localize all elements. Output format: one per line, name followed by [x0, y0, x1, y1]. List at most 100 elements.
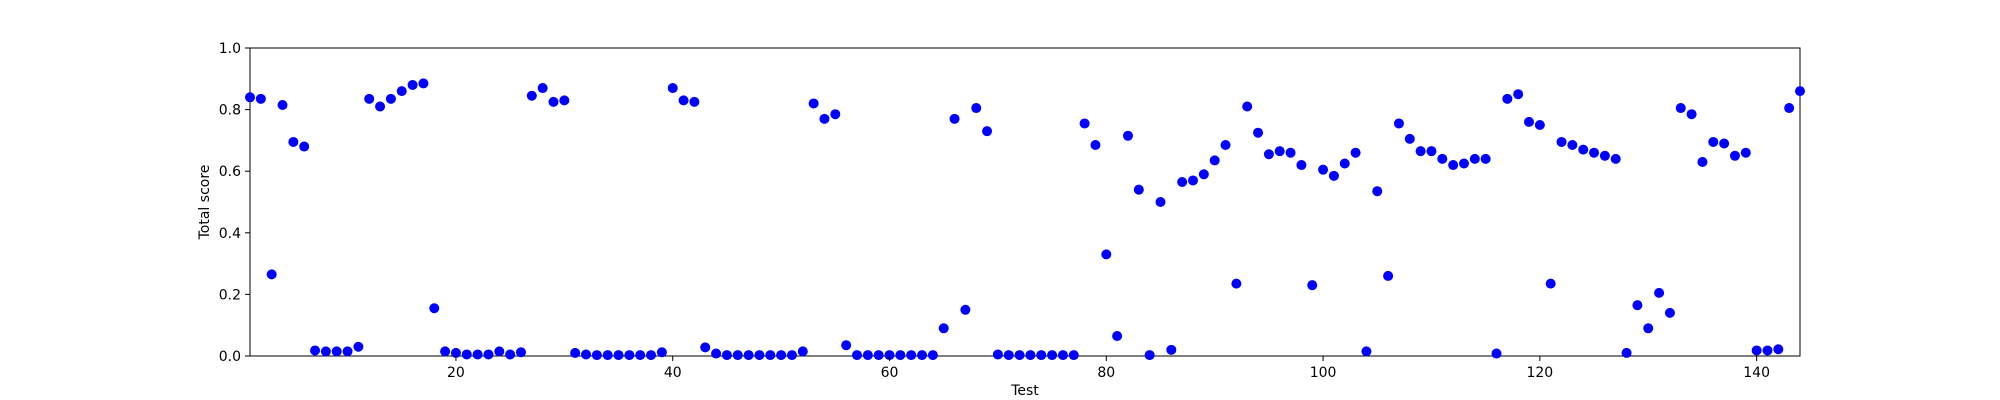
data-point: [505, 349, 516, 360]
data-point: [1740, 147, 1751, 158]
data-point: [1729, 150, 1740, 161]
x-tick-label: 20: [447, 365, 465, 381]
data-point: [1621, 347, 1632, 358]
data-point: [949, 113, 960, 124]
data-point: [938, 323, 949, 334]
data-point: [895, 350, 906, 361]
data-point: [1719, 138, 1730, 149]
data-point: [1025, 350, 1036, 361]
data-point: [624, 350, 635, 361]
data-point: [266, 269, 277, 280]
data-point: [754, 350, 765, 361]
data-point: [1567, 140, 1578, 151]
data-point: [1036, 350, 1047, 361]
data-point: [678, 95, 689, 106]
data-point: [765, 350, 776, 361]
data-point: [1068, 350, 1079, 361]
data-point: [1133, 184, 1144, 195]
x-tick-label: 100: [1310, 365, 1337, 381]
data-point: [255, 93, 266, 104]
data-point: [646, 350, 657, 361]
data-point: [1274, 146, 1285, 157]
data-points: [245, 78, 1805, 361]
data-point: [1361, 346, 1372, 357]
data-point: [375, 101, 386, 112]
data-point: [1198, 169, 1209, 180]
y-tick-label: 1.0: [219, 41, 241, 57]
data-point: [1372, 186, 1383, 197]
data-point: [310, 345, 321, 356]
data-point: [1513, 89, 1524, 100]
data-point: [613, 350, 624, 361]
data-point: [873, 350, 884, 361]
data-point: [494, 346, 505, 357]
data-point: [1393, 118, 1404, 129]
data-point: [353, 341, 364, 352]
data-point: [1263, 149, 1274, 160]
data-point: [1285, 147, 1296, 158]
data-point: [1426, 146, 1437, 157]
data-point: [786, 350, 797, 361]
data-point: [982, 126, 993, 137]
data-point: [1578, 144, 1589, 155]
x-axis-label: Test: [1010, 383, 1039, 399]
plot-area-frame: [249, 47, 1801, 357]
data-point: [667, 83, 678, 94]
data-point: [1253, 127, 1264, 138]
data-point: [797, 346, 808, 357]
data-point: [342, 346, 353, 357]
data-point: [960, 304, 971, 315]
data-point: [559, 95, 570, 106]
y-tick-label: 0.0: [219, 349, 241, 365]
data-point: [721, 350, 732, 361]
data-point: [581, 349, 592, 360]
data-point: [1654, 287, 1665, 298]
x-tick-label: 40: [664, 365, 682, 381]
x-tick-label: 140: [1743, 365, 1770, 381]
data-point: [245, 92, 255, 103]
data-point: [1307, 280, 1318, 291]
data-point: [472, 349, 483, 360]
data-point: [1350, 147, 1361, 158]
data-point: [440, 346, 451, 357]
data-point: [591, 350, 602, 361]
data-point: [711, 348, 722, 359]
data-point: [917, 350, 928, 361]
data-point: [743, 350, 754, 361]
data-point: [776, 350, 787, 361]
data-point: [602, 350, 613, 361]
data-point: [1458, 158, 1469, 169]
data-point: [483, 349, 494, 360]
data-point: [1177, 176, 1188, 187]
data-point: [732, 350, 743, 361]
data-point: [364, 93, 375, 104]
data-point: [1437, 153, 1448, 164]
data-point: [1318, 164, 1329, 175]
data-point: [1773, 344, 1784, 355]
data-point: [1545, 278, 1556, 289]
data-point: [418, 78, 429, 89]
data-point: [1057, 350, 1068, 361]
data-point: [700, 342, 711, 353]
data-point: [331, 346, 342, 357]
data-point: [1144, 350, 1155, 361]
data-point: [1090, 140, 1101, 151]
data-point: [1664, 307, 1675, 318]
data-point: [992, 349, 1003, 360]
data-point: [1404, 133, 1415, 144]
data-point: [1339, 158, 1350, 169]
data-point: [819, 113, 830, 124]
data-point: [1166, 344, 1177, 355]
data-point: [1014, 350, 1025, 361]
data-point: [1112, 330, 1123, 341]
data-point: [1209, 155, 1220, 166]
data-point: [320, 346, 331, 357]
data-point: [1469, 153, 1480, 164]
data-point: [537, 83, 548, 94]
x-tick-label: 60: [881, 365, 899, 381]
data-point: [526, 90, 537, 101]
y-tick-label: 0.6: [219, 164, 241, 180]
data-point: [1632, 300, 1643, 311]
data-point: [1675, 103, 1686, 114]
